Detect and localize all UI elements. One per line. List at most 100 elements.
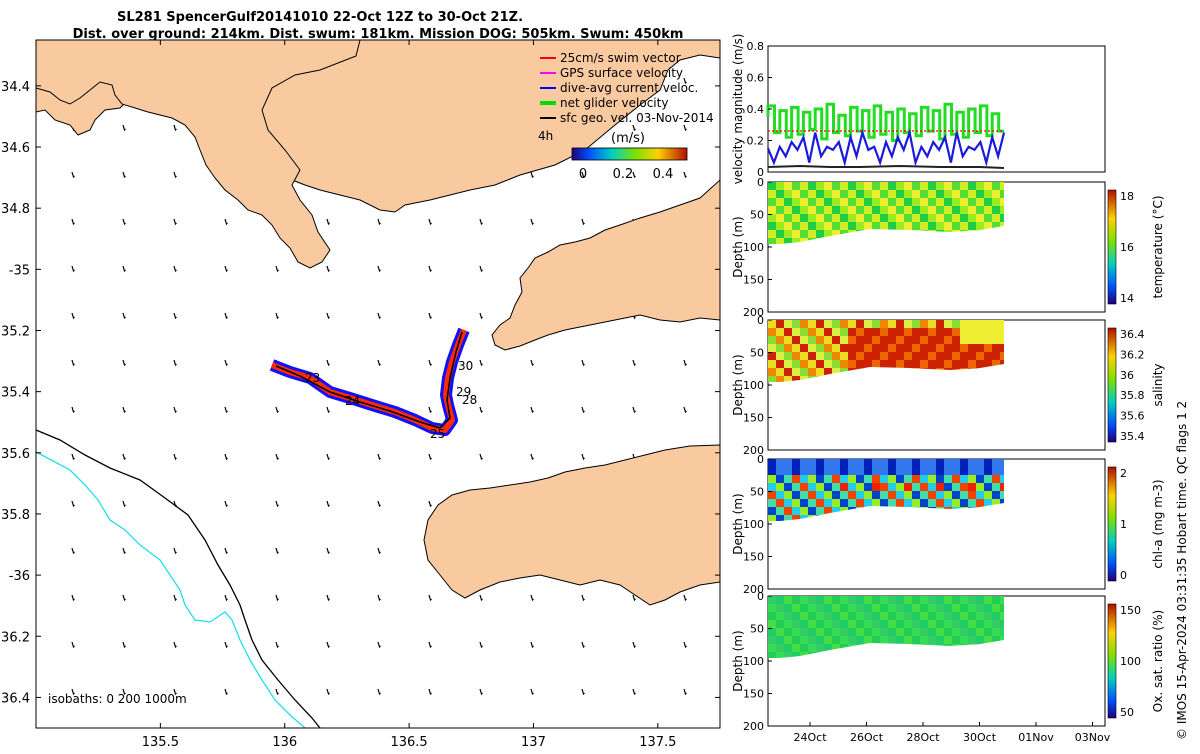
section-cell	[872, 612, 881, 621]
section-cell	[768, 652, 777, 658]
surface-velocity-arrow	[173, 594, 177, 602]
section-cell	[952, 491, 961, 500]
section-cell	[928, 206, 937, 215]
section-cell	[904, 604, 913, 613]
surface-velocity-arrow	[530, 453, 534, 461]
section-cell	[936, 596, 945, 605]
surface-velocity-arrow	[122, 453, 126, 461]
surface-velocity-arrow	[428, 265, 432, 273]
dive-avg-velocity-line	[766, 128, 1006, 167]
section-cell	[888, 499, 897, 508]
section-cell	[816, 499, 825, 508]
section-cell	[800, 499, 809, 508]
surface-velocity-arrow	[683, 406, 687, 414]
section-cell	[784, 515, 793, 521]
section-cell	[928, 491, 937, 500]
section-cell	[832, 198, 841, 207]
section-cell	[792, 336, 801, 345]
section-cell	[832, 612, 841, 621]
surface-velocity-arrow	[479, 312, 483, 320]
section-cell	[808, 604, 817, 613]
section-cell	[944, 198, 953, 207]
section-cell	[992, 320, 1001, 329]
section-cell	[944, 475, 953, 484]
surface-velocity-arrow	[530, 688, 534, 696]
section-cell	[816, 360, 825, 369]
section-cell	[824, 499, 833, 508]
section-cell	[848, 198, 857, 207]
surface-velocity-arrow	[683, 124, 687, 132]
section-cell	[984, 467, 993, 476]
depth-axis-label: Depth (m)	[731, 493, 745, 554]
section-cell	[968, 483, 977, 492]
surface-velocity-arrow	[71, 359, 75, 367]
depth-axis-label: Depth (m)	[731, 630, 745, 691]
section-cell	[880, 360, 889, 369]
section-cell	[960, 604, 969, 613]
section-cell	[784, 507, 793, 516]
section-cell	[792, 190, 801, 199]
day-label: 30	[458, 359, 473, 373]
lat-tick-label: 35.6	[1, 447, 30, 462]
section-cell	[768, 328, 777, 337]
section-cell	[984, 499, 993, 508]
section-cell	[992, 491, 1001, 500]
colorbar-tick-label: 36.4	[1120, 328, 1145, 341]
section-cell	[960, 459, 969, 468]
lon-tick-label: 137	[521, 735, 546, 750]
section-cell	[904, 320, 913, 329]
section-cell	[992, 182, 1001, 191]
section-cell	[800, 628, 809, 637]
surface-velocity-arrow	[122, 547, 126, 555]
velocity-y-tick-label: 0.8	[747, 40, 765, 53]
section-cell	[1000, 459, 1004, 468]
section-cell	[848, 491, 857, 500]
section-cell	[912, 336, 921, 345]
section-cell	[888, 190, 897, 199]
section-cell	[944, 636, 953, 645]
section-cell	[968, 336, 977, 345]
surface-velocity-arrow	[377, 688, 381, 696]
section-cell	[800, 483, 809, 492]
section-cell	[784, 652, 793, 658]
surface-velocity-arrow	[224, 688, 228, 696]
section-cell	[856, 483, 865, 492]
section-cell	[912, 214, 921, 223]
section-cell	[808, 491, 817, 500]
colorbar-tick-label: 14	[1120, 292, 1134, 305]
section-cell	[880, 620, 889, 629]
section-cell	[792, 222, 801, 231]
surface-velocity-arrow	[122, 359, 126, 367]
section-cell	[768, 499, 777, 508]
section-cell	[928, 182, 937, 191]
section-cell	[800, 636, 809, 645]
section-cell	[904, 475, 913, 484]
section-cell	[816, 491, 825, 500]
section-cell	[824, 336, 833, 345]
depth-tick-label: 0	[757, 176, 764, 189]
section-cell	[792, 475, 801, 484]
section-cell	[984, 360, 993, 369]
section-cell	[824, 182, 833, 191]
section-cell	[832, 644, 841, 653]
surface-velocity-arrow	[71, 218, 75, 226]
section-cell	[928, 596, 937, 605]
surface-velocity-arrow	[71, 171, 75, 179]
section-cell	[952, 360, 961, 369]
section-cell	[984, 206, 993, 215]
surface-velocity-arrow	[479, 359, 483, 367]
section-cell	[832, 214, 841, 223]
section-cell	[816, 612, 825, 621]
section-cell	[992, 596, 1001, 605]
section-cell	[1000, 198, 1004, 207]
section-cell	[1000, 336, 1004, 345]
section-cell	[944, 491, 953, 500]
section-cell	[920, 182, 929, 191]
section-cell	[888, 328, 897, 337]
surface-velocity-arrow	[632, 688, 636, 696]
surface-velocity-arrow	[428, 688, 432, 696]
surface-velocity-arrow	[377, 594, 381, 602]
section-cell	[912, 620, 921, 629]
